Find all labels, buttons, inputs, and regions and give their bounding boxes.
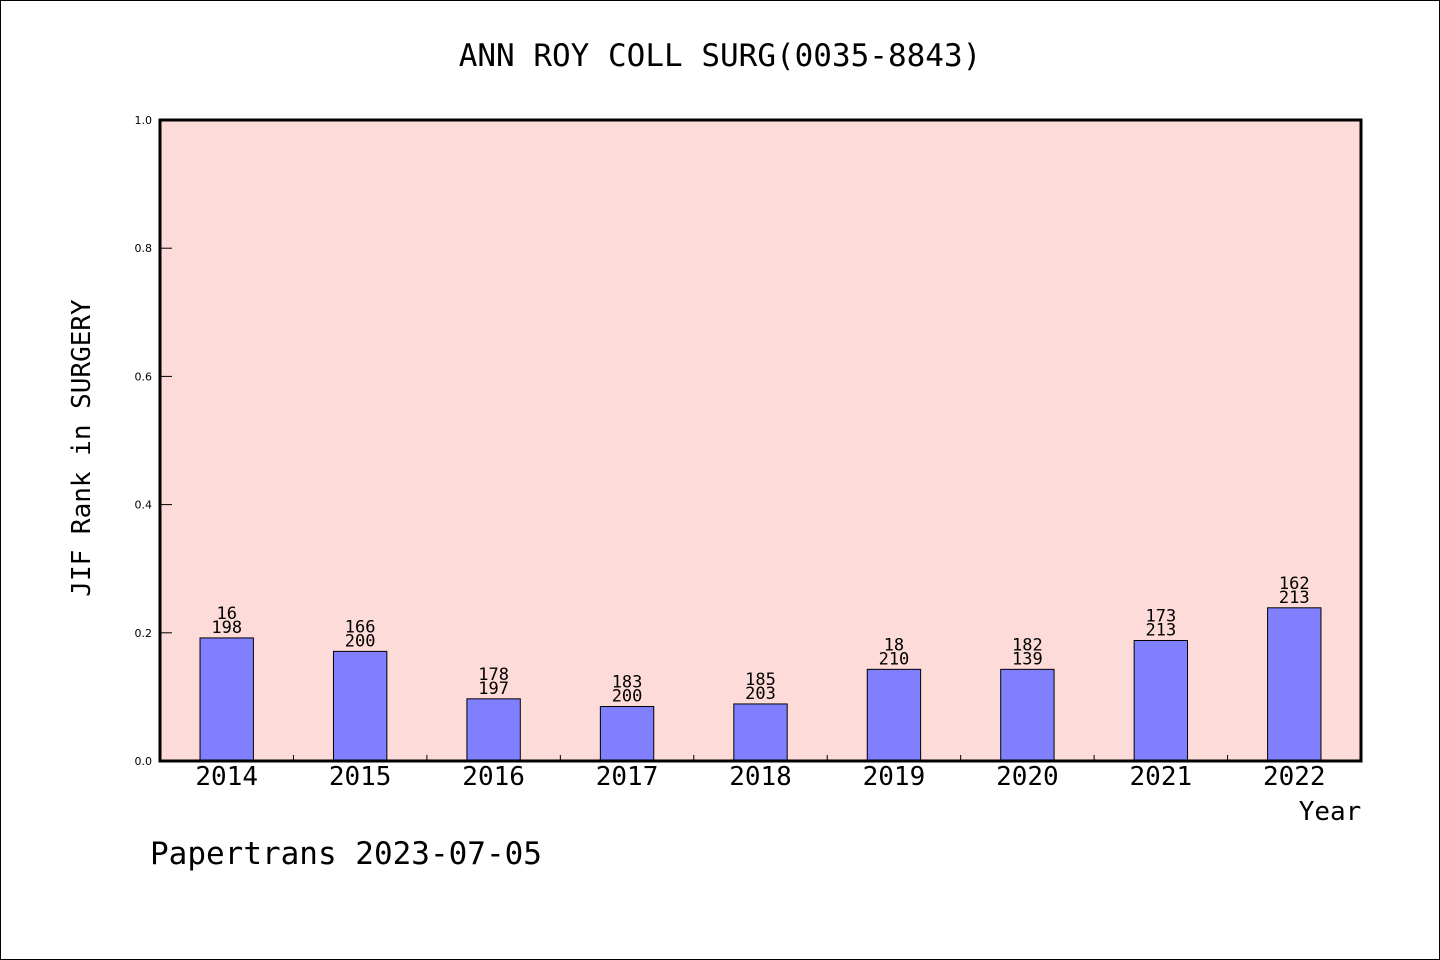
bar-label-bottom-2017: 200 <box>612 687 643 707</box>
x-tick-label-2016: 2016 <box>462 762 525 792</box>
chart-title: ANN ROY COLL SURG(0035-8843) <box>459 38 982 74</box>
bar-label-bottom-2020: 139 <box>1012 649 1043 669</box>
bar-2018 <box>733 703 788 762</box>
y-axis-label: JIF Rank in SURGERY <box>67 299 97 597</box>
bar-2016 <box>466 698 521 762</box>
x-tick-label-2015: 2015 <box>329 762 392 792</box>
x-tick-label-2022: 2022 <box>1263 762 1326 792</box>
bar-2014 <box>199 637 254 762</box>
x-axis-label: Year <box>1299 797 1362 827</box>
x-tick-label-2014: 2014 <box>195 762 258 792</box>
bar-label-bottom-2022: 213 <box>1279 588 1310 608</box>
bar-label-top-2016: 178 <box>478 665 509 685</box>
y-tick-label-0: 0.0 <box>135 755 153 768</box>
x-tick-label-2017: 2017 <box>596 762 659 792</box>
plot-frame <box>158 118 1363 763</box>
x-tick-label-2018: 2018 <box>729 762 792 792</box>
bar-2015 <box>332 650 388 762</box>
bar-2017 <box>599 706 655 762</box>
bar-2021 <box>1133 639 1189 762</box>
bar-label-top-2022: 162 <box>1279 574 1310 594</box>
y-ticks-group: 0.0 0.2 0.4 0.6 0.8 1.0 <box>135 114 172 768</box>
bar-label-bottom-2021: 213 <box>1145 620 1176 640</box>
x-ticks-group: 2014 2015 2016 2017 2018 2019 2020 2021 2022 <box>195 755 1326 792</box>
bar-label-top-2019: 18 <box>884 635 904 655</box>
footer-text: Papertrans 2023-07-05 <box>150 836 542 872</box>
y-tick-label-2: 0.4 <box>135 499 153 512</box>
bar-label-bottom-2018: 203 <box>745 684 776 704</box>
bars-group <box>199 607 1322 762</box>
bar-label-top-2017: 183 <box>612 673 643 693</box>
bar-2019 <box>866 668 922 762</box>
bar-label-bottom-2016: 197 <box>478 679 509 699</box>
bar-2022 <box>1267 607 1322 762</box>
y-tick-label-5: 1.0 <box>135 114 153 127</box>
bar-label-bottom-2019: 210 <box>879 649 910 669</box>
y-tick-label-1: 0.2 <box>135 627 153 640</box>
bar-label-top-2021: 173 <box>1145 606 1176 626</box>
bar-2020 <box>1000 668 1055 762</box>
y-tick-label-4: 0.8 <box>135 242 153 255</box>
bar-label-bottom-2014: 198 <box>211 618 242 638</box>
bar-label-bottom-2015: 200 <box>345 631 376 651</box>
x-tick-label-2021: 2021 <box>1130 762 1193 792</box>
x-tick-label-2020: 2020 <box>996 762 1059 792</box>
bar-label-top-2015: 166 <box>345 617 376 637</box>
x-tick-label-2019: 2019 <box>863 762 926 792</box>
bar-label-top-2020: 182 <box>1012 635 1043 655</box>
bar-label-top-2014: 16 <box>216 604 236 624</box>
bar-label-top-2018: 185 <box>745 670 776 690</box>
y-tick-label-3: 0.6 <box>135 370 153 383</box>
